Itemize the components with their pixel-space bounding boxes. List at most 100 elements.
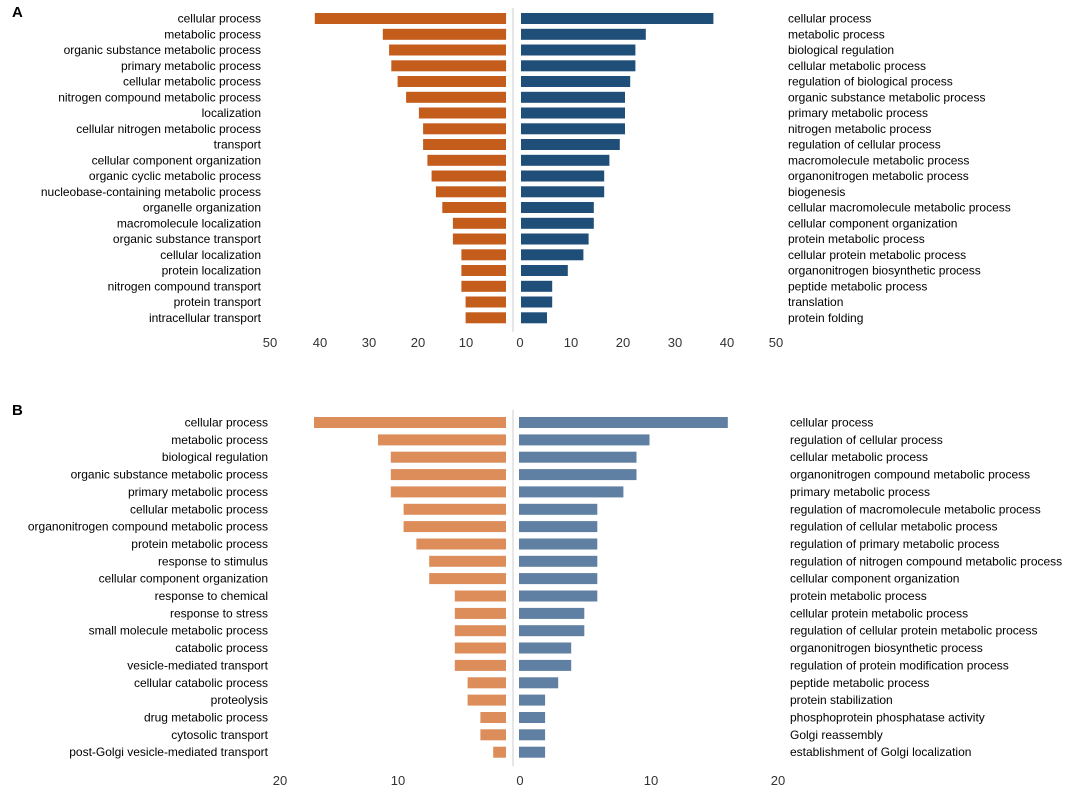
panel-a-left-bar [465,312,506,324]
panel-b-left-bar [429,573,506,585]
panel-a-right-category-label: regulation of cellular process [788,138,941,152]
panel-a-right-category-label: protein folding [788,311,863,325]
panel-a-left-category-label: nitrogen compound transport [108,279,262,293]
panel-a-right-bar [521,186,605,198]
panel-a-right-bar [521,249,584,261]
panel-b-left-tick-label: 10 [391,773,405,788]
panel-b-left-category-label: cellular process [185,416,268,430]
panel-b-right-category-label: cellular process [790,416,873,430]
panel-b-right-bar [519,642,572,654]
panel-a-left-bar [418,107,506,119]
panel-a-left-category-label: cellular nitrogen metabolic process [76,122,261,136]
panel-b-right-bar [519,486,624,498]
panel-b-left-bar [454,642,506,654]
panel-a-left-bar [461,265,506,276]
panel-b-left-bar [493,746,506,758]
panel-a-left-category-label: localization [202,106,261,120]
panel-b-right-category-label: protein metabolic process [790,589,927,603]
panel-a-right-bar [521,76,631,87]
panel-a-left-category-label: organic substance metabolic process [64,43,261,57]
panel-a-right-bar [521,296,553,308]
panel-a-right-bar [521,91,625,103]
panel-b-left-bar [480,729,506,741]
panel-a-right-category-label: protein metabolic process [788,232,925,246]
panel-b-left-category-label: proteolysis [211,693,268,707]
panel-b-left-bar [314,417,506,428]
panel-b-left-bar [454,659,506,671]
panel-a-left-bar [397,76,506,87]
panel-a-left-bar [431,170,506,182]
panel-a-left-tick-label: 30 [362,335,376,350]
panel-a-left-bar [452,233,506,245]
panel-a-right-tick-label: 0 [516,335,523,350]
panel-b-left-category-label: catabolic process [175,641,268,655]
panel-b-left-category-label: biological regulation [162,450,268,464]
panel-b-right-bar [519,712,546,723]
panel-a-left-category-label: metabolic process [164,27,261,41]
panel-b-right-bar [519,555,598,567]
panel-a-right-category-label: metabolic process [788,27,885,41]
panel-a-left-category-label: macromolecule localization [117,216,261,230]
panel-a-right-tick-label: 40 [720,335,734,350]
panel-b-right-category-label: protein stabilization [790,693,893,707]
panel-b-left-bar [429,555,506,567]
panel-b-left-category-label: vesicle-mediated transport [127,658,268,672]
panel-a-right-bar [521,60,636,72]
panel-b-left-category-label: cellular metabolic process [130,502,268,516]
panel-a-left-category-label: protein transport [174,295,262,309]
panel-a-right-category-label: biogenesis [788,185,845,199]
panel-a-left-bar [427,154,506,166]
panel-b: B cellular process metabolic process biolo… [12,402,1062,788]
panel-b-right-category-label: primary metabolic process [790,485,930,499]
panel-a-left-bar [442,202,507,213]
panel-b-left-category-label: cellular component organization [99,572,268,586]
panel-b-right-bar [519,434,650,446]
panel-a-left-tick-label: 50 [263,335,277,350]
panel-a-left-bar [389,44,506,56]
panel-b-right-bar [519,469,637,481]
panel-b-left-category-label: cytosolic transport [171,728,268,742]
panel-b-left-bar [467,694,506,706]
panel-b-left-category-label: small molecule metabolic process [89,624,268,638]
panel-a-right-tick-label: 50 [769,335,783,350]
panel-a-right-category-label: cellular macromolecule metabolic process [788,201,1011,215]
panel-b-left-bar [454,607,506,619]
panel-b-right-category-label: regulation of nitrogen compound metaboli… [790,554,1062,568]
panel-a-right-category-label: biological regulation [788,43,894,57]
panel-b-right-category-label: regulation of cellular process [790,433,943,447]
panel-a-right-tick-label: 10 [564,335,578,350]
panel-b-right-category-label: cellular protein metabolic process [790,606,968,620]
panel-b-left-category-label: protein metabolic process [131,537,268,551]
panel-a-right-bar [521,233,589,245]
panel-b-left-category-label: response to chemical [155,589,268,603]
panel-b-left-category-label: cellular catabolic process [134,676,268,690]
panel-a-left-category-label: primary metabolic process [121,59,261,73]
panel-b-left-bar [403,503,506,515]
panel-b-right-bar [519,677,559,689]
panel-a-right-tick-label: 30 [668,335,682,350]
panel-a-left-category-label: nucleobase-containing metabolic process [41,185,261,199]
panel-b-right-bar [519,694,546,706]
panel-a-right-bar [521,280,553,292]
panel-a-left-bar [423,139,506,150]
panel-a-left-bar [314,13,507,24]
panel-a-right-bar [521,13,714,24]
panel-b-left-category-label: post-Golgi vesicle-mediated transport [69,745,268,759]
panel-b-right-tick-label: 10 [644,773,658,788]
panel-b-right-category-label: regulation of cellular protein metabolic… [790,624,1037,638]
panel-a-left-bar [465,296,506,308]
panel-a-left-category-label: cellular process [178,12,261,26]
panel-a-right-bar [521,123,625,135]
panel-b-right-category-label: Golgi reassembly [790,728,883,742]
panel-a-left-bar [382,28,507,40]
panel-a-right-bar [521,265,568,276]
panel-b-right-bar [519,746,546,758]
panel-a-right-category-label: cellular component organization [788,216,957,230]
panel-b-right-bar [519,521,598,533]
panel-a-right-bar [521,154,610,166]
panel-b-right-category-label: regulation of protein modification proce… [790,658,1009,672]
panel-b-left-category-label: primary metabolic process [128,485,268,499]
panel-b-right-category-label: phosphoprotein phosphatase activity [790,711,985,725]
panel-b-right-category-label: regulation of cellular metabolic process [790,520,997,534]
